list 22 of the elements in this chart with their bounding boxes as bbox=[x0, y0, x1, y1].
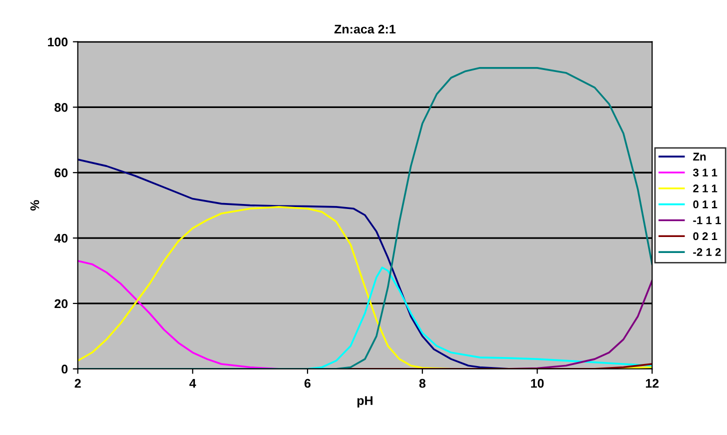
legend-label: -1 1 1 bbox=[693, 216, 721, 224]
y-axis-title: % bbox=[30, 200, 40, 211]
x-tick-label: 12 bbox=[646, 378, 659, 388]
y-tick-label: 100 bbox=[48, 38, 68, 46]
y-tick-label: 60 bbox=[54, 168, 68, 178]
y-tick-label: 0 bbox=[62, 364, 68, 374]
chart-title: Zn:aca 2:1 bbox=[334, 24, 396, 34]
x-tick-label: 10 bbox=[531, 378, 544, 388]
y-tick-label: 80 bbox=[54, 102, 68, 112]
legend-label: 0 1 1 bbox=[693, 200, 718, 208]
x-tick-label: 4 bbox=[189, 379, 196, 388]
x-axis-title: pH bbox=[357, 396, 372, 408]
legend-label: -2 1 2 bbox=[693, 248, 721, 256]
x-tick-label: 2 bbox=[74, 378, 81, 388]
legend-label: 3 1 1 bbox=[693, 168, 718, 176]
y-tick-label: 40 bbox=[54, 234, 68, 243]
legend-label: 2 1 1 bbox=[693, 184, 718, 192]
y-tick-label: 20 bbox=[54, 299, 68, 308]
legend-label: Zn bbox=[693, 152, 706, 160]
x-tick-label: 8 bbox=[419, 378, 426, 388]
legend-label: 0 2 1 bbox=[693, 232, 718, 240]
x-tick-label: 6 bbox=[304, 378, 311, 388]
